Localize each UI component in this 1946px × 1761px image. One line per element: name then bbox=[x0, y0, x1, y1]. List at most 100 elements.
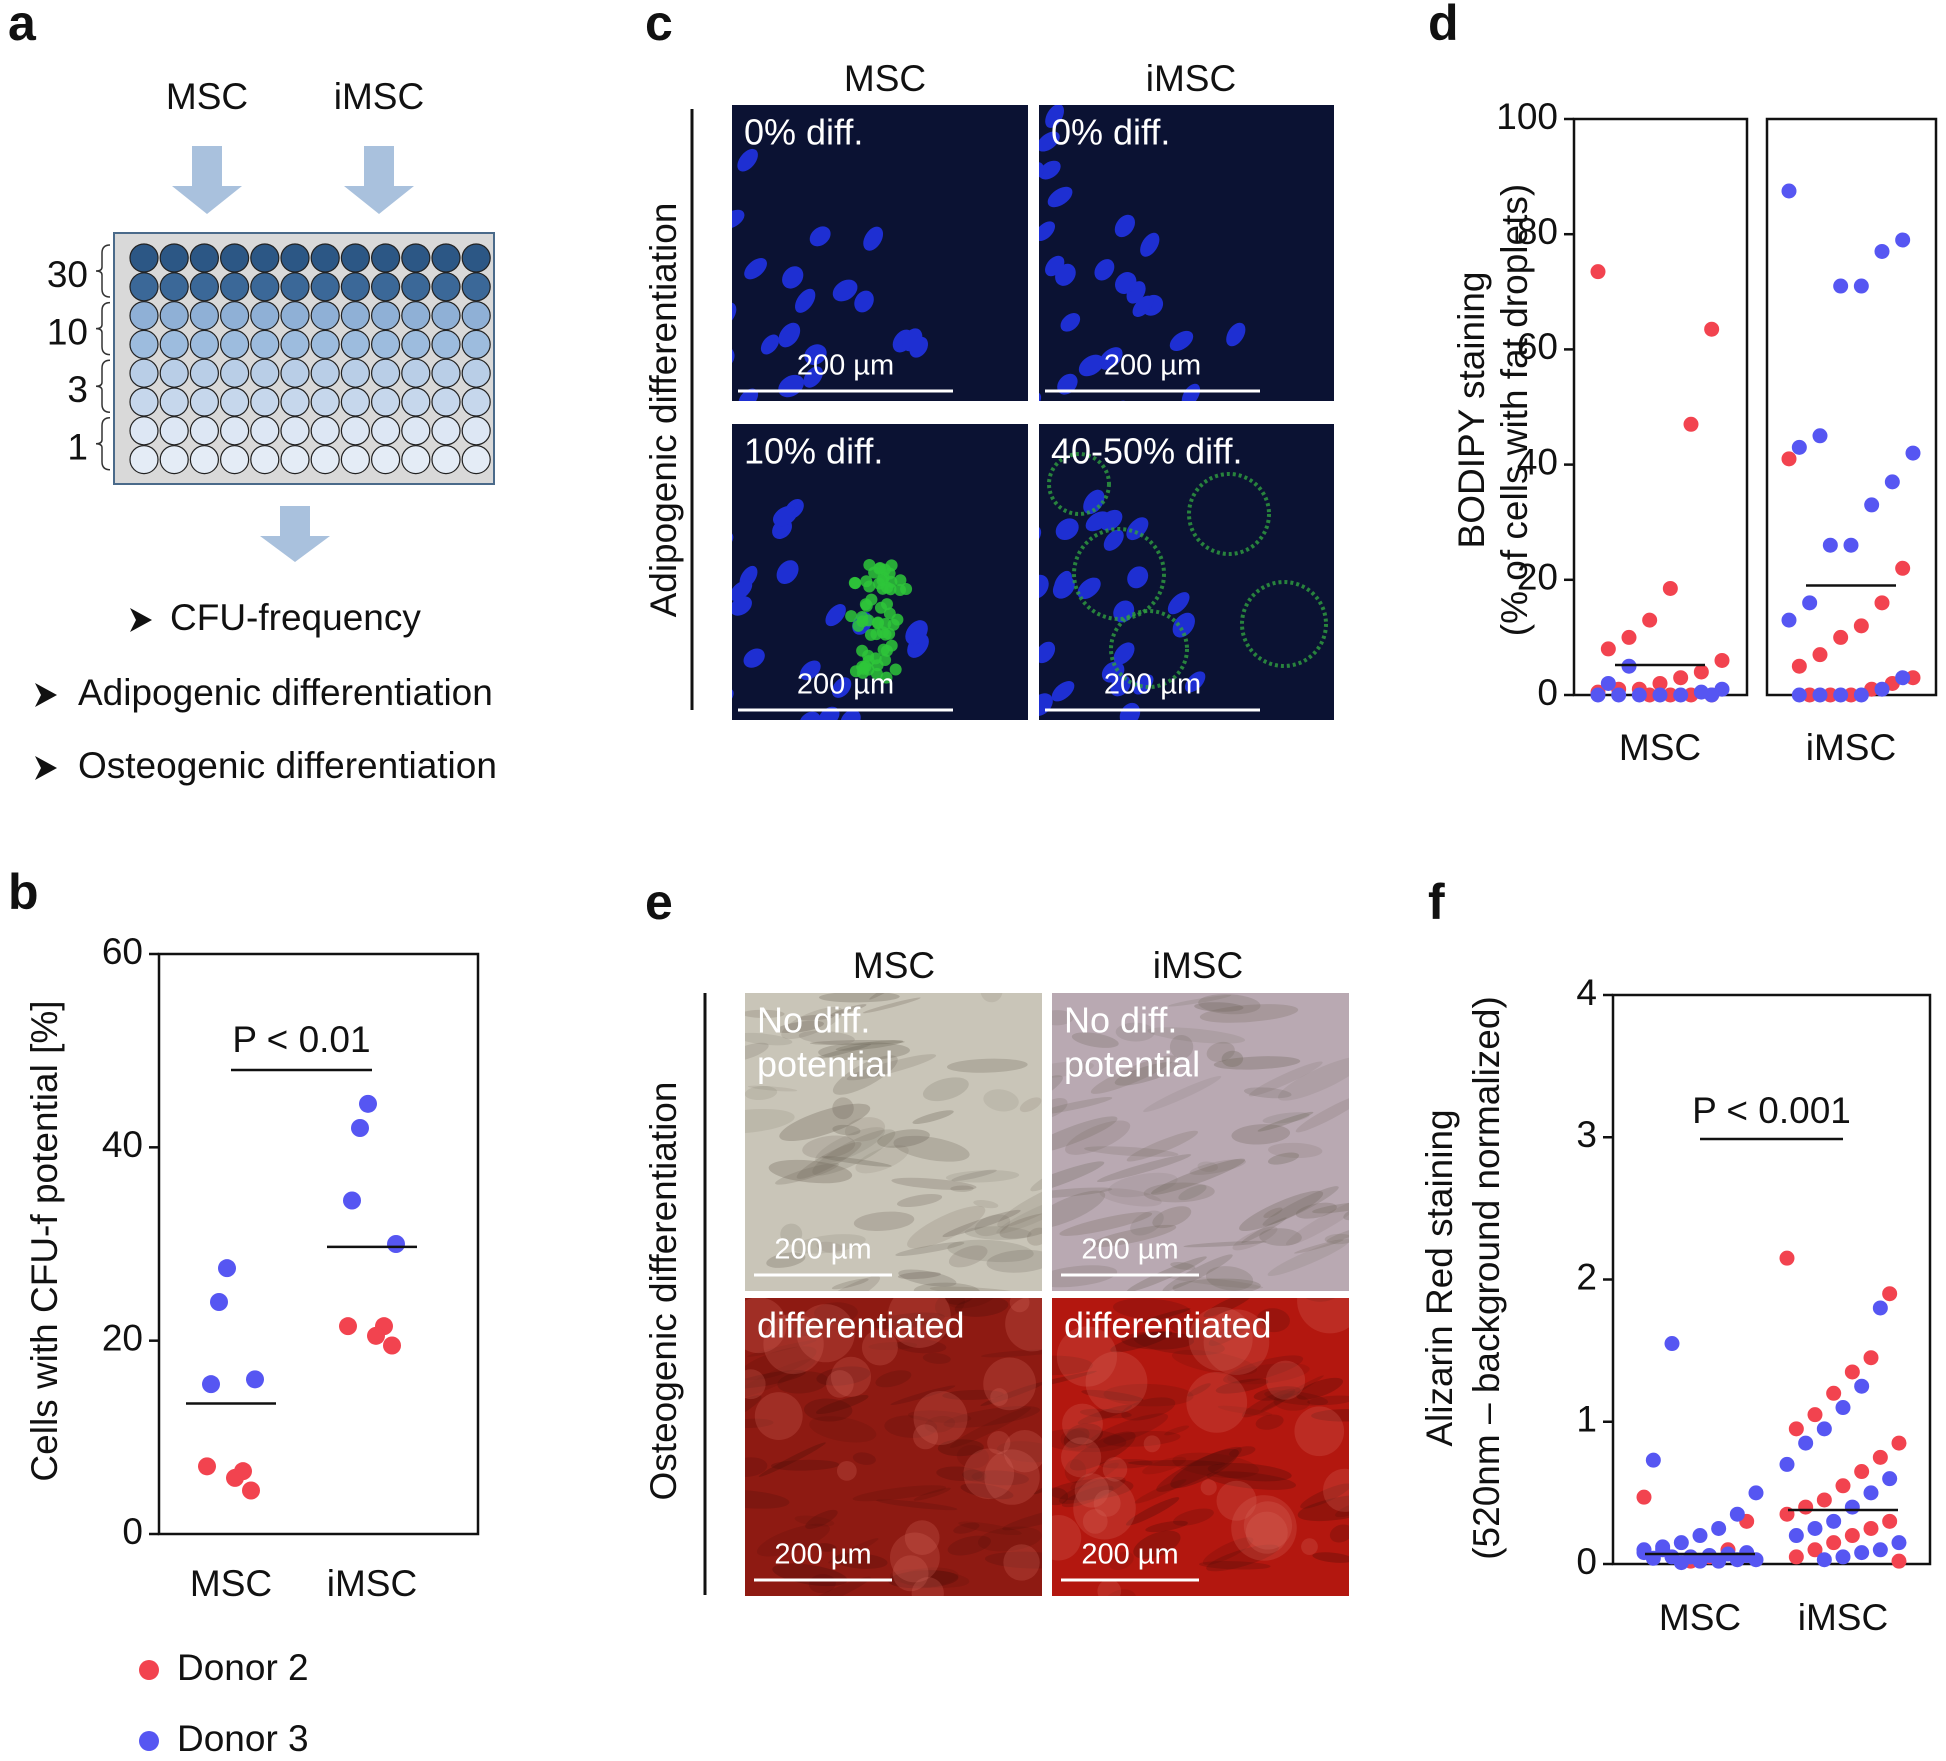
nucleus bbox=[620, 720, 649, 748]
data-point bbox=[1816, 1492, 1832, 1508]
texture bbox=[1102, 1589, 1136, 1596]
data-point bbox=[1781, 183, 1797, 199]
bracket bbox=[95, 301, 111, 356]
well bbox=[280, 445, 310, 475]
nucleus bbox=[635, 643, 667, 673]
texture bbox=[996, 1441, 1042, 1463]
well bbox=[280, 387, 310, 417]
texture bbox=[745, 1358, 816, 1399]
data-point bbox=[1590, 264, 1606, 280]
data-point bbox=[1844, 1528, 1860, 1544]
texture bbox=[805, 1509, 838, 1529]
nucleus bbox=[1114, 214, 1135, 238]
texture bbox=[1172, 1452, 1259, 1479]
data-point bbox=[1812, 687, 1828, 703]
data-point bbox=[1853, 687, 1869, 703]
texture bbox=[924, 1415, 956, 1433]
well bbox=[431, 358, 461, 388]
texture bbox=[763, 1313, 824, 1375]
texture bbox=[861, 1329, 898, 1366]
texture bbox=[1202, 1537, 1254, 1565]
well bbox=[250, 243, 280, 273]
texture bbox=[933, 1328, 955, 1341]
image-caption: 0% diff. bbox=[1051, 112, 1170, 153]
data-point bbox=[1844, 1499, 1860, 1515]
texture bbox=[1064, 1459, 1087, 1484]
texture bbox=[745, 1489, 790, 1509]
well bbox=[401, 416, 431, 446]
data-point bbox=[1711, 1520, 1727, 1536]
texture bbox=[904, 1520, 940, 1555]
well bbox=[431, 445, 461, 475]
well bbox=[189, 243, 219, 273]
row-label: 30 bbox=[47, 254, 88, 295]
data-point bbox=[1905, 445, 1921, 461]
texture bbox=[703, 1334, 745, 1357]
data-point bbox=[1905, 670, 1921, 686]
texture bbox=[953, 1522, 980, 1534]
nucleus bbox=[905, 620, 928, 645]
nucleus bbox=[993, 721, 1023, 752]
data-point bbox=[1822, 537, 1838, 553]
data-point bbox=[1791, 439, 1807, 455]
texture bbox=[1171, 1349, 1257, 1375]
well bbox=[159, 358, 189, 388]
nucleus bbox=[619, 697, 650, 725]
well bbox=[159, 272, 189, 302]
texture bbox=[935, 1298, 965, 1317]
texture bbox=[828, 1538, 879, 1564]
well bbox=[189, 301, 219, 331]
scale-bar-label: 200 µm bbox=[1081, 1234, 1178, 1266]
texture bbox=[1248, 1061, 1323, 1097]
well bbox=[371, 358, 401, 388]
y-tick-label: 60 bbox=[102, 931, 143, 972]
texture bbox=[1133, 1332, 1225, 1356]
data-point bbox=[1791, 687, 1807, 703]
nucleus bbox=[1169, 330, 1194, 351]
lipid bbox=[885, 639, 898, 652]
nucleus bbox=[842, 726, 872, 759]
y-tick-label: 20 bbox=[102, 1317, 143, 1358]
data-point bbox=[1864, 497, 1880, 513]
data-point bbox=[1816, 1421, 1832, 1437]
texture bbox=[1052, 1487, 1069, 1506]
data-point bbox=[1711, 1553, 1727, 1569]
data-point bbox=[339, 1317, 357, 1336]
y-axis-label: BODIPY staining bbox=[1451, 272, 1492, 549]
texture bbox=[1294, 1406, 1345, 1457]
texture bbox=[973, 1200, 999, 1209]
texture bbox=[1052, 1514, 1082, 1561]
lipid bbox=[894, 584, 907, 597]
image-caption: No diff. bbox=[757, 1000, 870, 1041]
texture bbox=[814, 1302, 858, 1324]
well bbox=[250, 301, 280, 331]
lipid bbox=[860, 575, 873, 588]
texture bbox=[1262, 1186, 1339, 1226]
texture bbox=[1125, 1497, 1180, 1526]
texture bbox=[816, 1241, 846, 1254]
texture bbox=[1311, 1408, 1349, 1422]
texture bbox=[1294, 1239, 1344, 1254]
data-point bbox=[1835, 1400, 1851, 1416]
data-point bbox=[1891, 1553, 1907, 1569]
texture bbox=[832, 1124, 861, 1136]
nucleus bbox=[1030, 802, 1057, 829]
texture bbox=[796, 1014, 835, 1021]
data-point bbox=[1812, 647, 1828, 663]
well bbox=[189, 329, 219, 359]
texture bbox=[815, 1127, 885, 1164]
well bbox=[220, 387, 250, 417]
texture bbox=[1203, 1309, 1270, 1375]
micrograph bbox=[745, 993, 1042, 1291]
texture bbox=[1052, 1097, 1068, 1119]
lipid bbox=[845, 610, 858, 623]
texture bbox=[922, 1352, 951, 1364]
nucleus bbox=[831, 677, 852, 698]
lipid bbox=[894, 574, 907, 587]
lipid bbox=[864, 628, 877, 641]
data-point bbox=[1788, 1549, 1804, 1565]
texture bbox=[745, 1085, 778, 1101]
nucleus bbox=[804, 344, 827, 365]
data-point bbox=[1843, 687, 1859, 703]
